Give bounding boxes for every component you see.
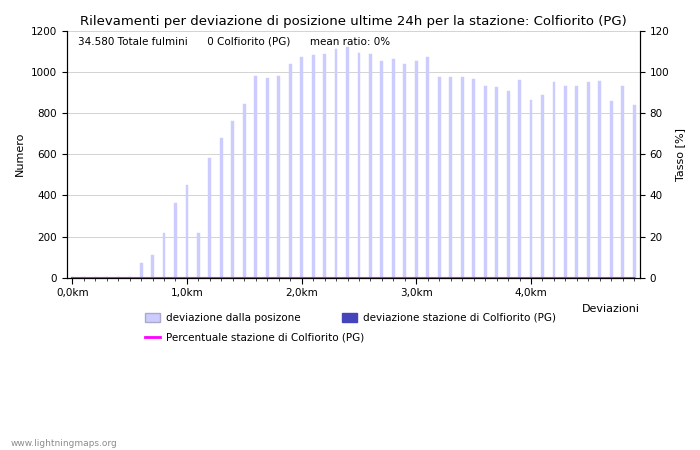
Bar bbox=[323, 54, 326, 278]
Bar bbox=[461, 77, 463, 278]
Bar bbox=[346, 47, 349, 278]
Bar bbox=[117, 277, 120, 278]
Bar bbox=[449, 77, 452, 278]
Bar bbox=[139, 263, 143, 278]
Bar bbox=[495, 87, 498, 278]
Bar bbox=[186, 185, 188, 278]
Bar bbox=[83, 277, 85, 278]
Bar bbox=[438, 77, 441, 278]
Bar bbox=[232, 121, 235, 278]
Bar bbox=[392, 59, 395, 278]
Bar bbox=[610, 101, 612, 278]
X-axis label: Deviazioni: Deviazioni bbox=[582, 304, 640, 314]
Bar bbox=[587, 82, 590, 278]
Bar bbox=[507, 91, 510, 278]
Legend: Percentuale stazione di Colfiorito (PG): Percentuale stazione di Colfiorito (PG) bbox=[141, 328, 368, 346]
Bar bbox=[300, 57, 303, 278]
Title: Rilevamenti per deviazione di posizione ultime 24h per la stazione: Colfiorito (: Rilevamenti per deviazione di posizione … bbox=[80, 15, 626, 28]
Bar bbox=[426, 57, 429, 278]
Bar bbox=[358, 53, 360, 278]
Text: www.lightningmaps.org: www.lightningmaps.org bbox=[10, 438, 118, 447]
Bar bbox=[415, 62, 418, 278]
Bar bbox=[541, 95, 544, 278]
Bar bbox=[105, 277, 108, 278]
Y-axis label: Numero: Numero bbox=[15, 132, 25, 176]
Bar bbox=[220, 138, 223, 278]
Bar bbox=[128, 277, 131, 278]
Bar bbox=[530, 99, 533, 278]
Bar bbox=[288, 63, 292, 278]
Bar bbox=[266, 78, 269, 278]
Bar bbox=[564, 86, 567, 278]
Bar bbox=[94, 277, 97, 278]
Bar bbox=[277, 76, 280, 278]
Bar bbox=[369, 54, 372, 278]
Bar bbox=[162, 234, 165, 278]
Bar bbox=[312, 55, 314, 278]
Bar bbox=[151, 255, 154, 278]
Y-axis label: Tasso [%]: Tasso [%] bbox=[675, 128, 685, 180]
Bar bbox=[381, 62, 384, 278]
Bar bbox=[598, 81, 601, 278]
Bar bbox=[209, 158, 211, 278]
Bar bbox=[552, 82, 555, 278]
Bar bbox=[484, 86, 486, 278]
Bar bbox=[473, 79, 475, 278]
Bar bbox=[71, 277, 74, 278]
Bar bbox=[518, 80, 521, 278]
Bar bbox=[243, 104, 246, 278]
Text: 34.580 Totale fulmini      0 Colfiorito (PG)      mean ratio: 0%: 34.580 Totale fulmini 0 Colfiorito (PG) … bbox=[78, 37, 390, 47]
Bar bbox=[254, 76, 257, 278]
Bar bbox=[174, 202, 177, 278]
Bar bbox=[197, 234, 200, 278]
Bar bbox=[622, 86, 624, 278]
Bar bbox=[575, 86, 578, 278]
Bar bbox=[335, 49, 337, 278]
Bar bbox=[403, 63, 406, 278]
Bar bbox=[633, 105, 636, 278]
